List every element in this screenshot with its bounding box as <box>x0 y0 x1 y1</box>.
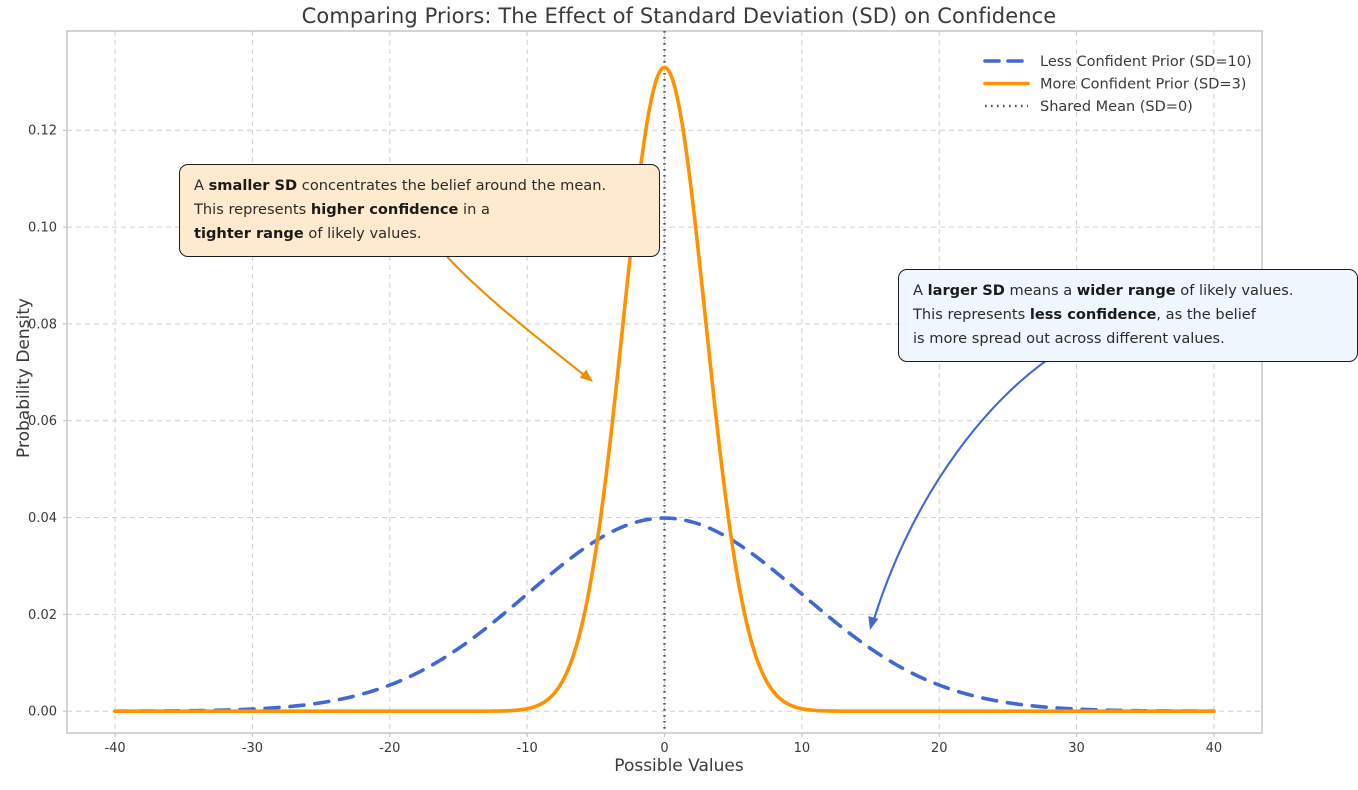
chart-legend: Less Confident Prior (SD=10) More Confide… <box>983 54 1252 115</box>
y-tick-label: 0.10 <box>28 221 57 236</box>
annotation-larger-sd: A larger SD means a wider range of likel… <box>898 269 1358 362</box>
arrow-larger-sd-shaft <box>872 348 1064 621</box>
x-tick-label: -40 <box>104 741 125 756</box>
annotation-line: This represents higher confidence in a <box>194 201 490 218</box>
x-tick-label: -10 <box>517 741 538 756</box>
arrow-larger-sd-head <box>868 616 879 630</box>
y-tick-label: 0.08 <box>28 317 57 332</box>
series-curve-0 <box>113 516 1216 713</box>
annotation-line: tighter range of likely values. <box>194 225 422 242</box>
annotation-line: A smaller SD concentrates the belief aro… <box>194 177 607 194</box>
arrow-smaller-sd-shaft <box>441 250 591 381</box>
legend-label-0: Less Confident Prior (SD=10) <box>1040 54 1252 70</box>
x-tick-label: -20 <box>379 741 400 756</box>
y-tick-label: 0.06 <box>28 414 57 429</box>
y-tick-label: 0.12 <box>28 124 57 139</box>
annotation-arrows <box>441 250 1064 630</box>
x-tick-label: -30 <box>242 741 263 756</box>
annotation-line: A larger SD means a wider range of likel… <box>913 282 1294 299</box>
annotation-smaller-sd: A smaller SD concentrates the belief aro… <box>179 164 660 257</box>
x-tick-label: 30 <box>1068 741 1085 756</box>
y-axis-label: Probability Density <box>14 298 34 458</box>
y-tick-label: 0.04 <box>28 511 57 526</box>
x-tick-label: 40 <box>1206 741 1223 756</box>
series-curve-1 <box>113 65 1216 714</box>
arrow-smaller-sd-head <box>579 369 593 382</box>
y-tick-label: 0.02 <box>28 608 57 623</box>
x-tick-label: 20 <box>931 741 948 756</box>
annotation-line: is more spread out across different valu… <box>913 330 1225 347</box>
annotation-line: This represents less confidence, as the … <box>913 306 1256 323</box>
gridlines <box>67 31 1262 733</box>
x-axis-label: Possible Values <box>614 756 744 776</box>
legend-label-1: More Confident Prior (SD=3) <box>1040 77 1246 93</box>
legend-label-2: Shared Mean (SD=0) <box>1040 99 1193 115</box>
axis-ticks: -40 -30 -20 -10 0 10 20 30 40 0.00 0.02 0.04 0.06 0.0… <box>28 124 1222 756</box>
x-tick-label: 0 <box>660 741 668 756</box>
x-tick-label: 10 <box>794 741 811 756</box>
chart-title: Comparing Priors: The Effect of Standard… <box>301 4 1057 28</box>
y-tick-label: 0.00 <box>28 705 57 720</box>
